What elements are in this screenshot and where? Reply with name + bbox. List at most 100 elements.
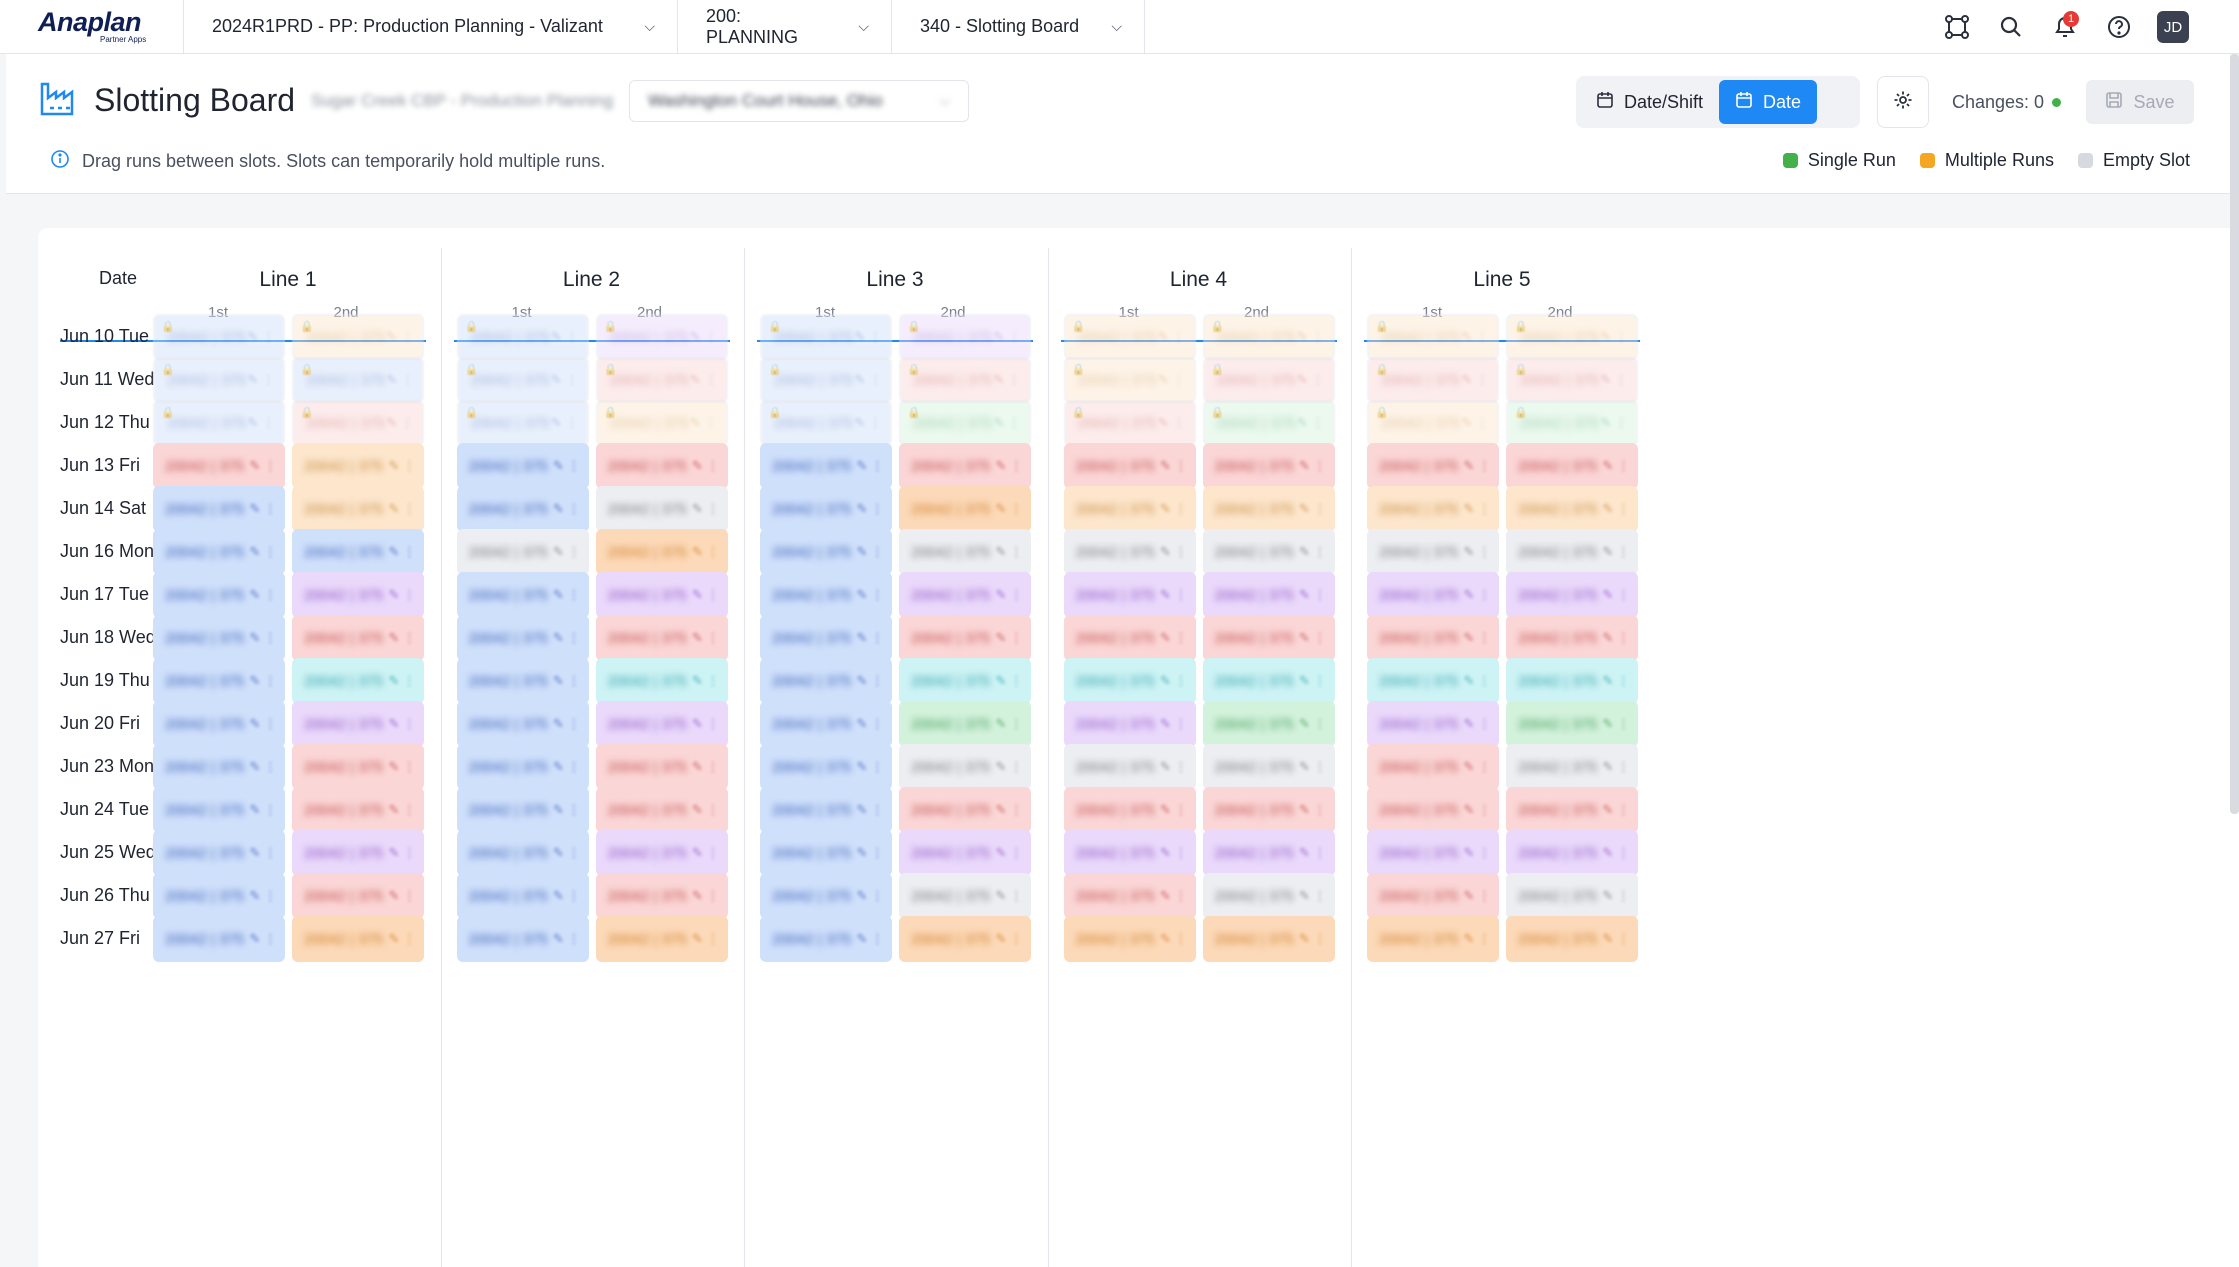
run-slot[interactable]: 20042 | 375 ✎ ⋮	[1367, 529, 1499, 575]
run-slot[interactable]: 20042 | 375 ✎ ⋮	[1063, 830, 1196, 876]
run-slot[interactable]: 20042 | 375 ✎ ⋮	[1367, 615, 1499, 661]
run-slot[interactable]: 20042 | 375 ✎ ⋮	[153, 572, 285, 618]
edit-drag-icon[interactable]: ✎ ⋮	[993, 329, 1021, 344]
run-slot[interactable]: 20042 | 375 ✎ ⋮	[153, 529, 285, 575]
run-slot[interactable]: 🔒 20042 | 375 ✎ ⋮	[899, 314, 1031, 360]
edit-drag-icon[interactable]: ✎ ⋮	[1296, 372, 1325, 387]
edit-drag-icon[interactable]: ✎ ⋮	[691, 587, 720, 602]
edit-drag-icon[interactable]: ✎ ⋮	[1159, 759, 1188, 774]
run-slot[interactable]: 20042 | 375 ✎ ⋮	[1367, 486, 1499, 532]
avatar[interactable]: JD	[2157, 11, 2189, 43]
edit-drag-icon[interactable]: ✎ ⋮	[856, 802, 884, 817]
run-slot[interactable]: 20042 | 375 ✎ ⋮	[153, 486, 285, 532]
edit-drag-icon[interactable]: ✎ ⋮	[1463, 501, 1491, 516]
edit-drag-icon[interactable]: ✎ ⋮	[249, 630, 277, 645]
edit-drag-icon[interactable]: ✎ ⋮	[1159, 931, 1188, 946]
edit-drag-icon[interactable]: ✎ ⋮	[1463, 802, 1491, 817]
edit-drag-icon[interactable]: ✎ ⋮	[1159, 458, 1188, 473]
run-slot[interactable]: 20042 | 375 ✎ ⋮	[1506, 529, 1638, 575]
run-slot[interactable]: 20042 | 375 ✎ ⋮	[899, 443, 1031, 489]
edit-drag-icon[interactable]: ✎ ⋮	[1463, 458, 1491, 473]
edit-drag-icon[interactable]: ✎ ⋮	[552, 759, 581, 774]
run-slot[interactable]: 20042 | 375 ✎ ⋮	[1063, 615, 1196, 661]
run-slot[interactable]: 20042 | 375 ✎ ⋮	[292, 744, 424, 790]
run-slot[interactable]: 20042 | 375 ✎ ⋮	[292, 787, 424, 833]
run-slot[interactable]: 20042 | 375 ✎ ⋮	[456, 830, 589, 876]
edit-drag-icon[interactable]: ✎ ⋮	[995, 587, 1023, 602]
edit-drag-icon[interactable]: ✎ ⋮	[691, 673, 720, 688]
run-slot[interactable]: 🔒 20042 | 375 ✎ ⋮	[1202, 357, 1335, 403]
run-slot[interactable]: 20042 | 375 ✎ ⋮	[1202, 529, 1335, 575]
edit-drag-icon[interactable]: ✎ ⋮	[247, 329, 275, 344]
run-slot[interactable]: 20042 | 375 ✎ ⋮	[760, 615, 892, 661]
edit-drag-icon[interactable]: ✎ ⋮	[689, 329, 718, 344]
run-slot[interactable]: 20042 | 375 ✎ ⋮	[760, 916, 892, 962]
edit-drag-icon[interactable]: ✎ ⋮	[1463, 630, 1491, 645]
edit-drag-icon[interactable]: ✎ ⋮	[552, 501, 581, 516]
run-slot[interactable]: 20042 | 375 ✎ ⋮	[456, 529, 589, 575]
run-slot[interactable]: 20042 | 375 ✎ ⋮	[1063, 744, 1196, 790]
run-slot[interactable]: 🔒 20042 | 375 ✎ ⋮	[1506, 400, 1638, 446]
edit-drag-icon[interactable]: ✎ ⋮	[1602, 888, 1630, 903]
edit-drag-icon[interactable]: ✎ ⋮	[1463, 716, 1491, 731]
run-slot[interactable]: 🔒 20042 | 375 ✎ ⋮	[1506, 314, 1638, 360]
run-slot[interactable]: 20042 | 375 ✎ ⋮	[1063, 787, 1196, 833]
run-slot[interactable]: 20042 | 375 ✎ ⋮	[1063, 701, 1196, 747]
model-selector[interactable]: 200: PLANNING ⌵	[678, 0, 892, 54]
run-slot[interactable]: 🔒 20042 | 375 ✎ ⋮	[292, 357, 424, 403]
run-slot[interactable]: 20042 | 375 ✎ ⋮	[1063, 572, 1196, 618]
edit-drag-icon[interactable]: ✎ ⋮	[995, 931, 1023, 946]
edit-drag-icon[interactable]: ✎ ⋮	[552, 673, 581, 688]
run-slot[interactable]: 20042 | 375 ✎ ⋮	[1506, 443, 1638, 489]
vertical-scrollbar[interactable]	[2230, 54, 2239, 814]
edit-drag-icon[interactable]: ✎ ⋮	[1159, 845, 1188, 860]
edit-drag-icon[interactable]: ✎ ⋮	[388, 587, 416, 602]
edit-drag-icon[interactable]: ✎ ⋮	[691, 458, 720, 473]
run-slot[interactable]: 20042 | 375 ✎ ⋮	[899, 830, 1031, 876]
run-slot[interactable]: 20042 | 375 ✎ ⋮	[292, 873, 424, 919]
run-slot[interactable]: 🔒 20042 | 375 ✎ ⋮	[1063, 314, 1196, 360]
edit-drag-icon[interactable]: ✎ ⋮	[993, 415, 1021, 430]
run-slot[interactable]: 20042 | 375 ✎ ⋮	[760, 529, 892, 575]
edit-drag-icon[interactable]: ✎ ⋮	[856, 501, 884, 516]
run-slot[interactable]: 🔒 20042 | 375 ✎ ⋮	[1367, 400, 1499, 446]
run-slot[interactable]: 20042 | 375 ✎ ⋮	[595, 787, 728, 833]
edit-drag-icon[interactable]: ✎ ⋮	[1298, 587, 1327, 602]
run-slot[interactable]: 20042 | 375 ✎ ⋮	[760, 486, 892, 532]
run-slot[interactable]: 20042 | 375 ✎ ⋮	[595, 529, 728, 575]
edit-drag-icon[interactable]: ✎ ⋮	[1461, 415, 1489, 430]
edit-drag-icon[interactable]: ✎ ⋮	[249, 587, 277, 602]
run-slot[interactable]: 20042 | 375 ✎ ⋮	[292, 443, 424, 489]
run-slot[interactable]: 20042 | 375 ✎ ⋮	[1202, 486, 1335, 532]
edit-drag-icon[interactable]: ✎ ⋮	[249, 759, 277, 774]
edit-drag-icon[interactable]: ✎ ⋮	[388, 501, 416, 516]
edit-drag-icon[interactable]: ✎ ⋮	[995, 802, 1023, 817]
edit-drag-icon[interactable]: ✎ ⋮	[1298, 802, 1327, 817]
edit-drag-icon[interactable]: ✎ ⋮	[856, 544, 884, 559]
page-selector[interactable]: 340 - Slotting Board ⌵	[892, 0, 1145, 54]
run-slot[interactable]: 20042 | 375 ✎ ⋮	[1367, 658, 1499, 704]
edit-drag-icon[interactable]: ✎ ⋮	[1157, 415, 1186, 430]
run-slot[interactable]: 20042 | 375 ✎ ⋮	[899, 916, 1031, 962]
edit-drag-icon[interactable]: ✎ ⋮	[249, 458, 277, 473]
run-slot[interactable]: 20042 | 375 ✎ ⋮	[1202, 873, 1335, 919]
edit-drag-icon[interactable]: ✎ ⋮	[1296, 329, 1325, 344]
edit-drag-icon[interactable]: ✎ ⋮	[1463, 587, 1491, 602]
run-slot[interactable]: 20042 | 375 ✎ ⋮	[899, 658, 1031, 704]
run-slot[interactable]: 20042 | 375 ✎ ⋮	[595, 701, 728, 747]
edit-drag-icon[interactable]: ✎ ⋮	[1298, 673, 1327, 688]
edit-drag-icon[interactable]: ✎ ⋮	[691, 759, 720, 774]
run-slot[interactable]: 20042 | 375 ✎ ⋮	[153, 787, 285, 833]
edit-drag-icon[interactable]: ✎ ⋮	[388, 888, 416, 903]
edit-drag-icon[interactable]: ✎ ⋮	[856, 716, 884, 731]
run-slot[interactable]: 20042 | 375 ✎ ⋮	[1202, 787, 1335, 833]
edit-drag-icon[interactable]: ✎ ⋮	[856, 931, 884, 946]
run-slot[interactable]: 20042 | 375 ✎ ⋮	[153, 658, 285, 704]
edit-drag-icon[interactable]: ✎ ⋮	[1463, 845, 1491, 860]
edit-drag-icon[interactable]: ✎ ⋮	[691, 845, 720, 860]
edit-drag-icon[interactable]: ✎ ⋮	[1600, 372, 1628, 387]
run-slot[interactable]: 20042 | 375 ✎ ⋮	[292, 572, 424, 618]
edit-drag-icon[interactable]: ✎ ⋮	[1159, 802, 1188, 817]
workspace-selector[interactable]: 2024R1PRD - PP: Production Planning - Va…	[184, 0, 678, 54]
edit-drag-icon[interactable]: ✎ ⋮	[995, 716, 1023, 731]
